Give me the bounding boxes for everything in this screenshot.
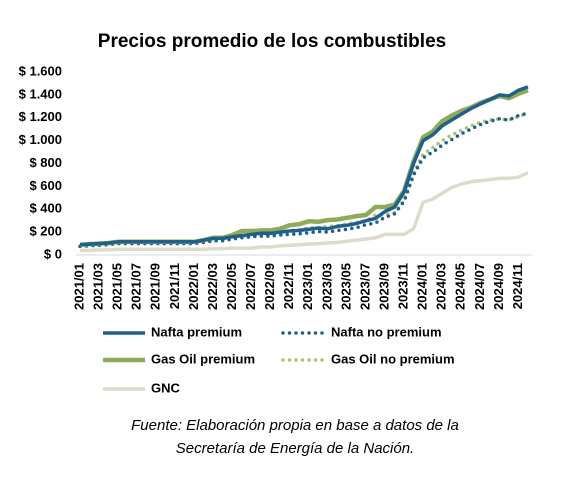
legend-label: Gas Oil no premium (331, 351, 455, 366)
series-line (80, 171, 529, 253)
note: Fuente: Elaboración propia en base a dat… (131, 417, 459, 434)
y-tick-label: $ 800 (29, 155, 62, 170)
x-tick-label: 2023/11 (396, 263, 411, 309)
legend-label: Nafta premium (151, 324, 242, 339)
x-tick-label: 2021/09 (148, 263, 163, 310)
x-tick-label: 2021/07 (129, 263, 144, 310)
x-tick-label: 2021/01 (71, 263, 86, 310)
x-tick-label: 2023/05 (338, 263, 353, 310)
x-tick-label: 2021/11 (167, 263, 182, 309)
y-tick-label: $ 1.400 (19, 86, 62, 101)
x-tick-label: 2021/05 (110, 263, 125, 310)
series-line (79, 85, 529, 247)
x-tick-label: 2022/01 (186, 263, 201, 310)
y-tick-label: $ 200 (29, 224, 62, 239)
x-tick-label: 2022/09 (262, 263, 277, 310)
y-tick-label: $ 1.600 (19, 63, 62, 78)
x-tick-label: 2021/03 (91, 263, 106, 310)
x-tick-label: 2024/05 (453, 263, 468, 310)
y-tick-label: $ 0 (44, 246, 62, 261)
x-tick-label: 2023/09 (376, 263, 391, 310)
series-line (78, 111, 530, 249)
x-tick-label: 2023/01 (300, 263, 315, 310)
x-tick-label: 2023/07 (357, 263, 372, 310)
legend-label: Nafta no premium (331, 324, 442, 339)
x-tick-label: 2022/05 (224, 263, 239, 310)
x-tick-label: 2024/01 (415, 263, 430, 310)
x-tick-label: 2024/11 (510, 263, 525, 309)
x-tick-label: 2024/09 (491, 263, 506, 310)
x-tick-label: 2022/07 (243, 263, 258, 310)
legend-label: Gas Oil premium (151, 351, 255, 366)
x-tick-label: 2022/03 (205, 263, 220, 310)
x-tick-label: 2022/11 (281, 263, 296, 309)
y-tick-label: $ 1.200 (19, 109, 62, 124)
x-tick-label: 2024/03 (434, 263, 449, 310)
y-tick-label: $ 600 (29, 178, 62, 193)
note: Secretaría de Energía de la Nación. (176, 440, 414, 457)
series-line (78, 111, 530, 248)
legend-label: GNC (151, 380, 181, 395)
y-tick-label: $ 400 (29, 201, 62, 216)
x-tick-label: 2024/07 (472, 263, 487, 310)
y-tick-label: $ 1.000 (19, 132, 62, 147)
x-tick-label: 2023/03 (319, 263, 334, 310)
chart-title: Precios promedio de los combustibles (98, 31, 446, 52)
